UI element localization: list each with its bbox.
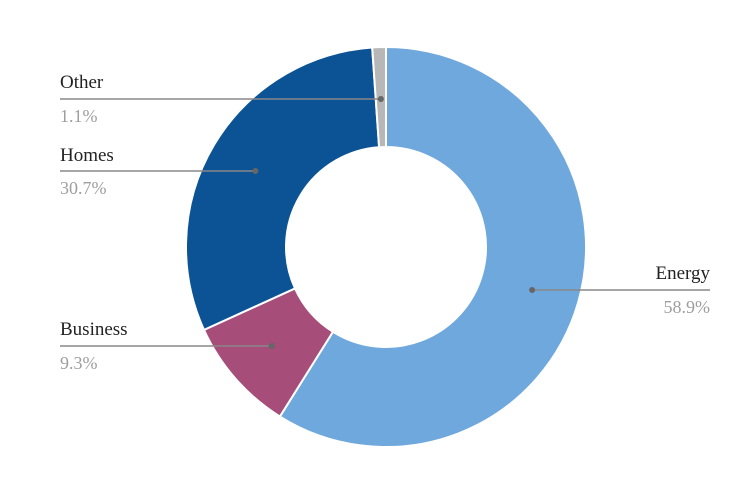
value-other: 1.1%	[60, 106, 98, 126]
value-homes: 30.7%	[60, 178, 107, 198]
value-business: 9.3%	[60, 353, 98, 373]
label-business: Business	[60, 319, 128, 340]
chart-callouts	[60, 96, 710, 349]
chart-slices	[185, 45, 587, 448]
callout-dot-other	[377, 96, 384, 102]
label-energy: Energy	[655, 263, 710, 284]
slice-homes	[185, 46, 381, 332]
slice-energy	[278, 45, 587, 448]
label-homes: Homes	[60, 145, 114, 166]
callout-dot-energy	[529, 287, 536, 293]
callout-dot-business	[268, 343, 275, 349]
callout-dot-homes	[252, 168, 259, 174]
chart-labels: Energy 58.9% Business 9.3% Homes 30.7% Other 1.…	[60, 72, 710, 373]
value-energy: 58.9%	[664, 297, 711, 317]
label-other: Other	[60, 72, 104, 93]
